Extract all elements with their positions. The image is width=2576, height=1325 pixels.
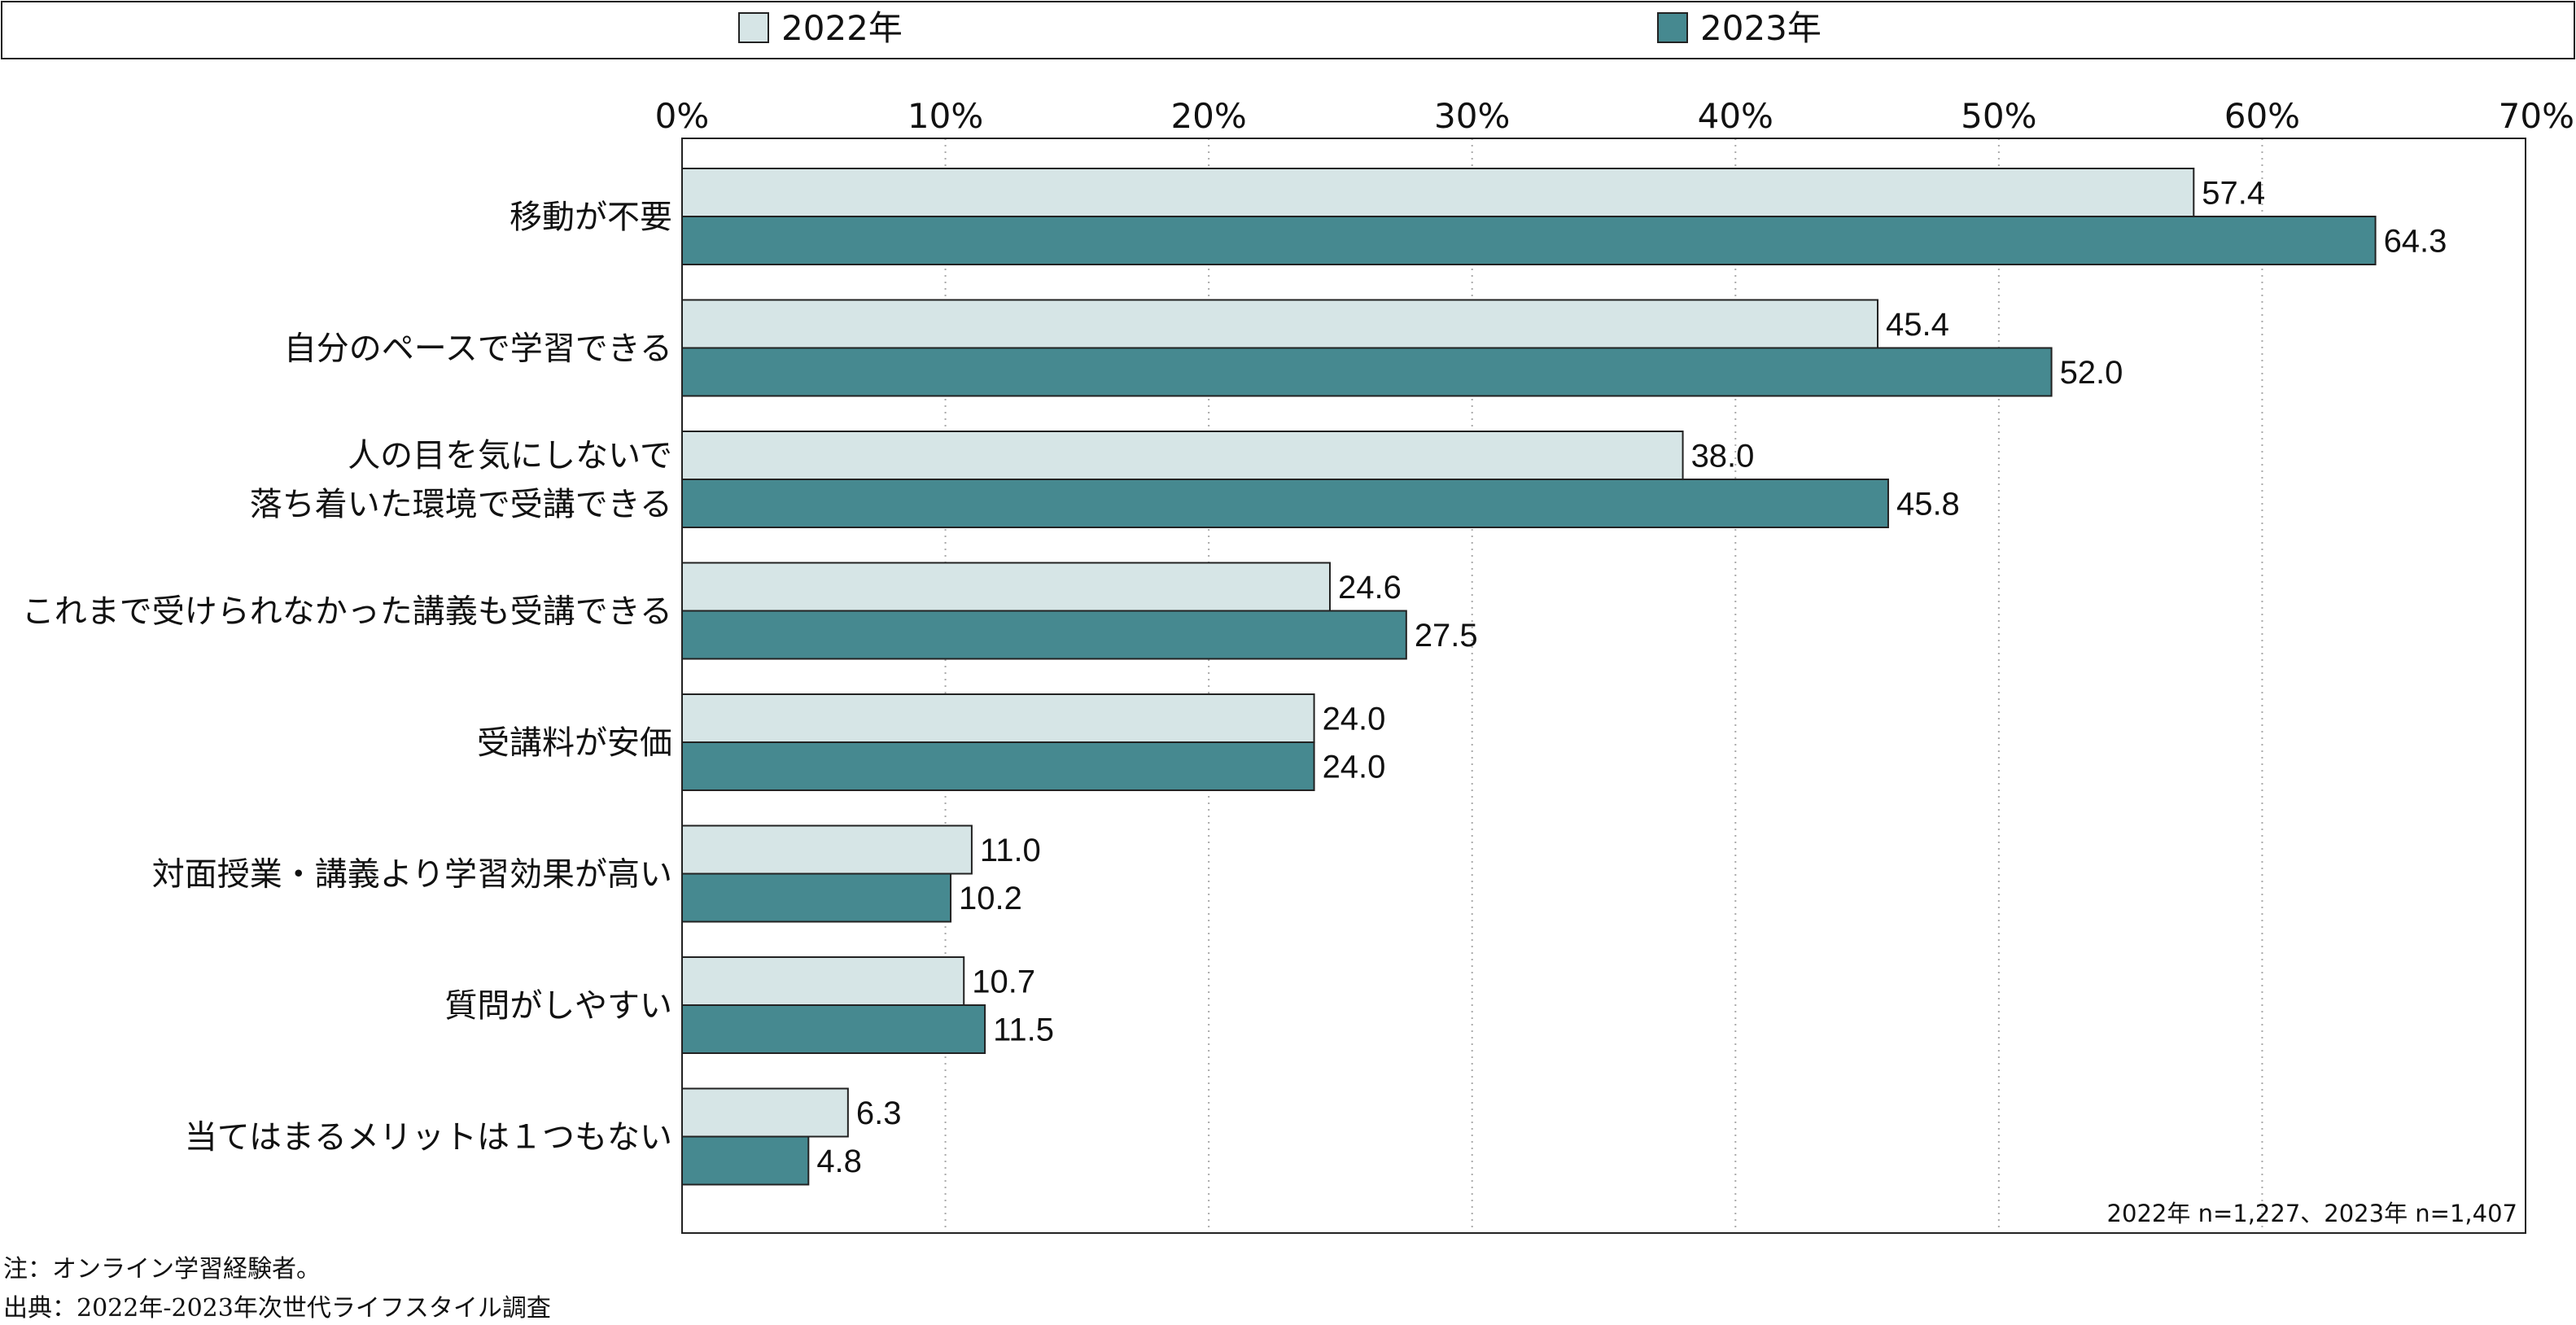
bar-value-label: 27.5 bbox=[1415, 618, 1478, 654]
category-label: 受講料が安価 bbox=[477, 724, 672, 762]
bar-series-2 bbox=[681, 741, 1315, 791]
bar-series-2 bbox=[681, 216, 2377, 265]
x-tick-label: 0% bbox=[655, 96, 710, 136]
bar-value-label: 24.0 bbox=[1323, 702, 1386, 737]
bar-series-1 bbox=[681, 562, 1331, 612]
legend-swatch bbox=[1657, 12, 1688, 43]
bar-series-2 bbox=[681, 1135, 810, 1186]
bar-series-2 bbox=[681, 347, 2053, 397]
legend-swatch bbox=[738, 12, 769, 43]
x-tick-label: 50% bbox=[1961, 96, 2036, 136]
category-label: 対面授業・講義より学習効果が高い bbox=[152, 856, 672, 894]
x-tick-label: 20% bbox=[1170, 96, 1246, 136]
bar-series-2 bbox=[681, 479, 1889, 528]
bar-value-label: 10.7 bbox=[972, 964, 1035, 1000]
bar-value-label: 11.0 bbox=[980, 833, 1041, 868]
bar-value-label: 45.8 bbox=[1896, 487, 1960, 523]
legend-label: 2023年 bbox=[1700, 8, 1822, 48]
bar-value-label: 10.2 bbox=[959, 881, 1022, 916]
category-label: 質問がしやすい bbox=[444, 987, 672, 1025]
category-label: 自分のペースで学習できる bbox=[284, 330, 672, 368]
bar-value-label: 57.4 bbox=[2202, 176, 2265, 212]
x-axis-ticks: 0% 10% 20% 30% 40% 50% 60% 70% bbox=[655, 96, 2574, 136]
category-label: 人の目を気にしないで bbox=[348, 437, 672, 474]
bar-series-1 bbox=[681, 824, 973, 875]
category-labels: 移動が不要自分のペースで学習できる人の目を気にしないで落ち着いた環境で受講できる… bbox=[22, 199, 672, 1157]
plot-frame bbox=[681, 138, 2526, 1234]
footnote: 注：オンライン学習経験者。 bbox=[3, 1255, 321, 1283]
legend: 2022年 2023年 bbox=[1, 1, 2575, 59]
bar-value-label: 45.4 bbox=[1886, 307, 1949, 343]
bar-series-1 bbox=[681, 1087, 849, 1138]
bar-series-2 bbox=[681, 1004, 986, 1054]
bar-series-1 bbox=[681, 956, 965, 1006]
category-label: これまで受けられなかった講義も受講できる bbox=[22, 593, 672, 631]
bar-value-label: 6.3 bbox=[856, 1095, 902, 1131]
bar-value-label: 4.8 bbox=[816, 1144, 862, 1179]
x-tick-label: 60% bbox=[2224, 96, 2300, 136]
legend-box bbox=[1, 1, 2575, 59]
bar-series-2 bbox=[681, 872, 952, 923]
source-note: 出典：2022年-2023年次世代ライフスタイル調査 bbox=[3, 1294, 551, 1323]
bar-series-1 bbox=[681, 693, 1315, 743]
bar-series-1 bbox=[681, 299, 1879, 349]
category-label: 落ち着いた環境で受講できる bbox=[250, 486, 672, 523]
bar-series-1 bbox=[681, 168, 2195, 217]
x-tick-label: 70% bbox=[2499, 96, 2574, 136]
bar-series-1 bbox=[681, 431, 1684, 480]
value-labels: 57.4 64.3 45.4 52.0 38.0 45.8 24.6 27.5 24.0 24.0… bbox=[816, 176, 2447, 1180]
bars bbox=[681, 168, 2377, 1186]
bar-value-label: 11.5 bbox=[993, 1012, 1054, 1048]
category-label: 当てはまるメリットは１つもない bbox=[185, 1119, 672, 1157]
bar-value-label: 64.3 bbox=[2384, 224, 2447, 260]
bar-value-label: 52.0 bbox=[2060, 355, 2123, 391]
x-tick-label: 40% bbox=[1698, 96, 1773, 136]
bar-value-label: 38.0 bbox=[1691, 439, 1755, 474]
bar-series-2 bbox=[681, 610, 1407, 660]
category-label: 移動が不要 bbox=[510, 199, 672, 236]
x-tick-label: 30% bbox=[1434, 96, 1510, 136]
x-tick-label: 10% bbox=[908, 96, 983, 136]
bar-value-label: 24.0 bbox=[1323, 750, 1386, 785]
legend-label: 2022年 bbox=[781, 8, 903, 48]
sample-size-note: 2022年 n=1,227、2023年 n=1,407 bbox=[2107, 1200, 2517, 1227]
bar-value-label: 24.6 bbox=[1338, 570, 1402, 606]
